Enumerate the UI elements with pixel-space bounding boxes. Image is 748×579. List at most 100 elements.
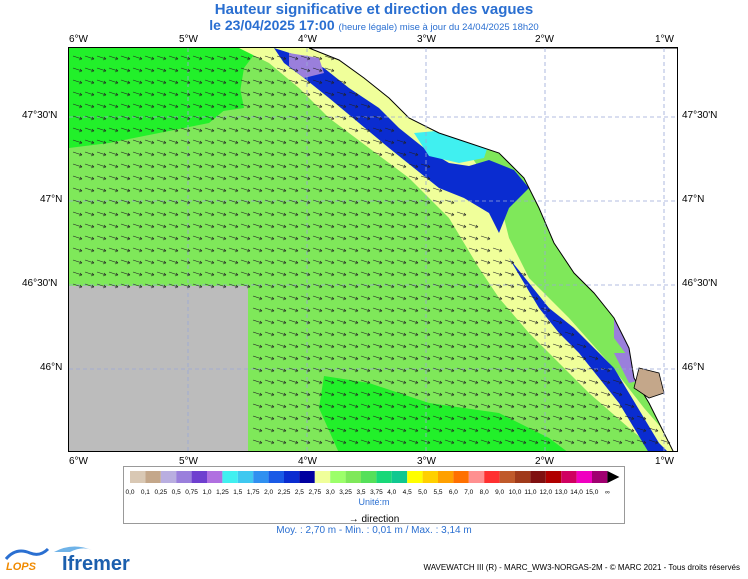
direction-arrow — [144, 79, 155, 85]
direction-arrow — [288, 79, 299, 85]
direction-arrow — [324, 439, 335, 445]
direction-arrow — [108, 139, 119, 145]
direction-arrow — [468, 247, 479, 253]
direction-arrow — [420, 259, 431, 265]
direction-arrow — [492, 259, 503, 265]
direction-arrow — [228, 271, 239, 277]
direction-arrow — [264, 331, 275, 337]
direction-arrow — [240, 199, 251, 205]
direction-arrow — [420, 379, 431, 385]
direction-arrow — [288, 91, 299, 97]
direction-arrow — [396, 139, 407, 145]
lon-label-bottom: 6°W — [69, 456, 88, 467]
direction-arrow — [216, 235, 227, 241]
direction-arrow — [408, 163, 419, 169]
direction-arrow — [432, 427, 443, 433]
direction-arrow — [372, 379, 383, 385]
direction-arrow — [228, 187, 239, 193]
direction-arrow — [96, 103, 107, 109]
direction-arrow — [564, 379, 575, 385]
direction-arrow — [240, 163, 251, 169]
direction-arrow — [360, 283, 371, 289]
direction-arrow — [288, 319, 299, 325]
direction-arrow — [228, 223, 239, 229]
direction-arrow — [252, 307, 263, 313]
direction-arrow — [396, 391, 407, 397]
direction-arrow — [312, 403, 323, 409]
legend-swatch — [345, 471, 361, 483]
direction-arrow — [420, 331, 431, 337]
direction-arrow — [600, 367, 611, 373]
legend-swatch — [561, 471, 577, 483]
direction-arrow — [576, 391, 587, 397]
direction-arrow — [360, 439, 371, 445]
direction-arrow — [396, 331, 407, 337]
legend-swatch — [545, 471, 562, 483]
legend-swatch — [145, 471, 161, 483]
direction-arrow — [300, 415, 311, 421]
direction-arrow — [384, 379, 395, 385]
direction-arrow — [576, 415, 587, 421]
direction-arrow — [480, 271, 491, 277]
direction-arrow — [312, 103, 323, 109]
direction-arrow — [324, 223, 335, 229]
direction-arrow — [336, 175, 347, 181]
direction-arrow — [444, 391, 455, 397]
direction-arrow — [288, 259, 299, 265]
direction-arrow — [132, 67, 143, 73]
direction-arrow — [84, 259, 95, 265]
direction-arrow — [168, 271, 179, 277]
direction-arrow — [540, 415, 551, 421]
direction-arrow — [468, 427, 479, 433]
direction-arrow — [216, 259, 227, 265]
direction-arrow — [396, 199, 407, 205]
direction-arrow — [384, 139, 395, 145]
direction-arrow — [456, 271, 467, 277]
legend-swatch — [222, 471, 238, 483]
direction-arrow — [336, 91, 347, 97]
direction-arrow — [252, 379, 263, 385]
direction-arrow — [348, 223, 359, 229]
lon-label-top: 2°W — [535, 34, 554, 45]
direction-arrow — [432, 367, 443, 373]
direction-arrow — [516, 427, 527, 433]
direction-arrow — [444, 355, 455, 361]
direction-arrow — [300, 103, 311, 109]
direction-arrow — [540, 439, 551, 445]
direction-arrow — [408, 331, 419, 337]
direction-arrow — [72, 55, 83, 61]
direction-arrow — [240, 139, 251, 145]
direction-arrow — [144, 247, 155, 253]
direction-arrow — [288, 415, 299, 421]
direction-arrow — [312, 91, 323, 97]
direction-arrow — [384, 391, 395, 397]
direction-arrow — [144, 103, 155, 109]
legend-tick-label: 8,0 — [480, 489, 489, 496]
direction-arrow — [300, 223, 311, 229]
direction-arrow — [144, 271, 155, 277]
direction-arrow — [180, 91, 191, 97]
direction-arrow — [384, 211, 395, 217]
direction-arrow — [264, 355, 275, 361]
direction-arrow — [408, 199, 419, 205]
direction-arrow — [480, 295, 491, 301]
direction-arrow — [216, 247, 227, 253]
direction-arrow — [564, 331, 575, 337]
direction-arrow — [180, 103, 191, 109]
direction-arrow — [396, 379, 407, 385]
direction-arrow — [420, 199, 431, 205]
direction-arrow — [120, 127, 131, 133]
direction-arrow — [408, 295, 419, 301]
direction-arrow — [168, 163, 179, 169]
direction-arrow — [240, 55, 251, 61]
direction-arrow — [360, 163, 371, 169]
direction-arrow — [324, 319, 335, 325]
direction-arrow — [432, 211, 443, 217]
wave-height-map[interactable] — [68, 47, 678, 452]
direction-arrow — [96, 187, 107, 193]
direction-arrow — [444, 343, 455, 349]
direction-arrow — [324, 91, 335, 97]
direction-arrow — [324, 175, 335, 181]
direction-arrow — [228, 259, 239, 265]
direction-arrow — [252, 67, 263, 73]
